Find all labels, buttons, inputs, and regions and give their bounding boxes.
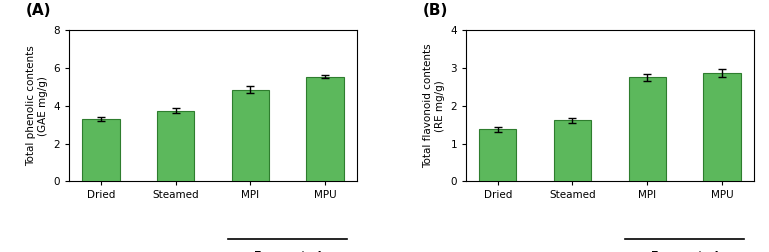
Bar xyxy=(703,73,741,181)
Bar xyxy=(628,78,666,181)
Text: Fermented: Fermented xyxy=(254,251,321,252)
Y-axis label: Total flavonoid contents
(RE mg/g): Total flavonoid contents (RE mg/g) xyxy=(423,44,444,168)
Text: (B): (B) xyxy=(423,3,448,18)
Y-axis label: Total phenolic contents
(GAE mg/g): Total phenolic contents (GAE mg/g) xyxy=(26,45,48,166)
Bar xyxy=(306,77,344,181)
Bar xyxy=(554,120,591,181)
Bar xyxy=(231,90,269,181)
Bar xyxy=(479,129,517,181)
Bar xyxy=(157,111,195,181)
Text: Fermented: Fermented xyxy=(651,251,718,252)
Bar xyxy=(82,119,120,181)
Text: (A): (A) xyxy=(26,3,52,18)
